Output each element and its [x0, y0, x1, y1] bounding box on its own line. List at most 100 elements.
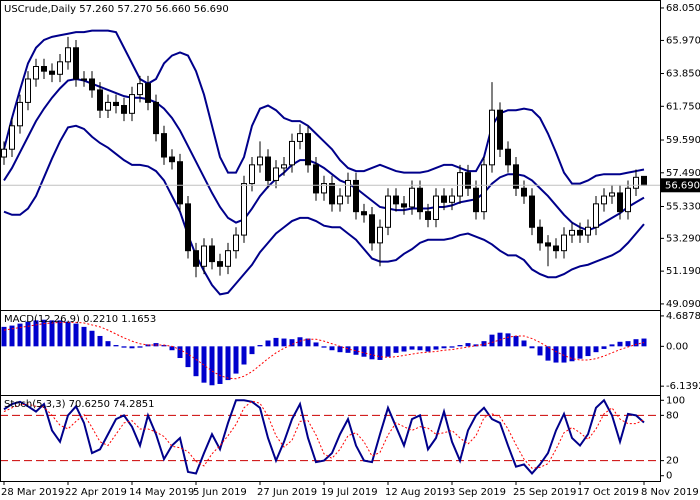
macd-bar — [65, 321, 71, 347]
candle-body — [545, 242, 551, 247]
candle-body — [129, 94, 135, 114]
x-tick-label: 25 Sep 2019 — [513, 487, 576, 498]
candle-body — [641, 175, 647, 186]
macd-bar — [121, 346, 127, 348]
macd-bar — [281, 338, 287, 347]
macd-bar — [369, 346, 375, 360]
candle-body — [569, 229, 575, 236]
panel-title: USCrude,Daily 57.260 57.270 56.660 56.69… — [4, 4, 229, 15]
macd-bar — [545, 346, 551, 361]
macd-bar — [177, 346, 183, 359]
candle-body — [249, 164, 255, 185]
candle-body — [601, 195, 607, 205]
macd-bar — [201, 346, 207, 383]
candle-body — [281, 164, 287, 169]
macd-bar — [81, 326, 87, 347]
macd-bar — [569, 346, 575, 362]
y-tick-label: 80 — [666, 410, 679, 421]
candle-body — [609, 192, 615, 197]
candle-body — [297, 133, 303, 142]
macd-bar — [585, 346, 591, 357]
candle-body — [217, 261, 223, 267]
candle-body — [313, 164, 319, 194]
macd-bar — [233, 346, 239, 374]
macd-bar — [73, 323, 79, 347]
candle-body — [105, 101, 111, 111]
y-tick-label: 59.590 — [666, 135, 700, 146]
candle-body — [137, 83, 143, 96]
x-tick-label: 19 Jul 2019 — [321, 487, 378, 498]
candle-body — [97, 89, 103, 111]
candle-body — [409, 187, 415, 208]
macd-bar — [257, 345, 263, 347]
x-tick-label: 22 Apr 2019 — [65, 487, 127, 498]
candle-body — [169, 156, 175, 163]
candle-body — [425, 211, 431, 220]
candle-body — [17, 101, 23, 127]
candle-body — [121, 105, 127, 114]
x-tick-label: 28 Mar 2019 — [1, 487, 64, 498]
y-tick-label: 0.00 — [666, 341, 688, 352]
x-tick-label: 8 Nov 2019 — [641, 487, 699, 498]
y-tick-label: 100 — [666, 395, 685, 406]
panel-title: Stoch(5,3,3) 70.6250 74.2851 — [4, 399, 155, 410]
macd-bar — [1, 326, 7, 347]
candle-body — [489, 109, 495, 166]
macd-bar — [321, 346, 327, 348]
band-upper — [3, 29, 645, 185]
candle-body — [9, 125, 15, 150]
candle-body — [457, 172, 463, 197]
candle-body — [305, 133, 311, 166]
candle-body — [177, 161, 183, 205]
candle-body — [377, 226, 383, 244]
candle-body — [233, 234, 239, 252]
stoch-signal — [3, 400, 645, 469]
x-tick-label: 17 Oct 2019 — [577, 487, 639, 498]
macd-bar — [9, 325, 15, 347]
candle-body — [65, 47, 71, 63]
macd-bar — [361, 346, 367, 357]
y-tick-label: 20 — [666, 456, 679, 467]
candle-body — [369, 214, 375, 244]
candle-body — [25, 78, 31, 103]
macd-signal — [3, 321, 645, 380]
candle-body — [209, 245, 215, 263]
candle-body — [241, 183, 247, 236]
macd-bar — [209, 346, 215, 386]
candle-body — [561, 234, 567, 252]
candle-body — [465, 172, 471, 189]
macd-bar — [561, 346, 567, 363]
candle-body — [57, 61, 63, 75]
x-tick-label: 12 Aug 2019 — [385, 487, 449, 498]
candle-body — [473, 187, 479, 213]
candle-body — [161, 133, 167, 158]
candle-body — [81, 78, 87, 81]
macd-bar — [217, 346, 223, 384]
macd-bar — [169, 346, 175, 351]
macd-bar — [241, 346, 247, 365]
macd-bar — [505, 333, 511, 347]
y-tick-label: 63.850 — [666, 69, 700, 80]
macd-bar — [345, 346, 351, 353]
macd-bar — [385, 346, 391, 357]
macd-bar — [337, 346, 343, 353]
macd-bar — [89, 330, 95, 347]
panel-frame — [0, 395, 661, 482]
macd-bar — [185, 346, 191, 368]
x-tick-label: 27 Jun 2019 — [257, 487, 317, 498]
candle-body — [625, 187, 631, 213]
macd-bar — [377, 346, 383, 360]
candle-body — [633, 176, 639, 189]
candle-body — [393, 195, 399, 205]
macd-bar — [553, 346, 559, 363]
macd-bar — [537, 346, 543, 356]
macd-bar — [449, 346, 455, 348]
macd-bar — [593, 346, 599, 353]
y-tick-label: 61.750 — [666, 101, 700, 112]
candle-body — [361, 211, 367, 216]
candle-body — [353, 179, 359, 213]
candle-body — [1, 148, 7, 158]
y-tick-label: 51.190 — [666, 266, 700, 277]
